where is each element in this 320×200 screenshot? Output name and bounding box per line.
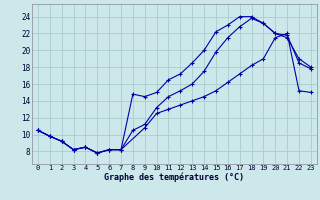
X-axis label: Graphe des températures (°C): Graphe des températures (°C) [104,173,244,182]
